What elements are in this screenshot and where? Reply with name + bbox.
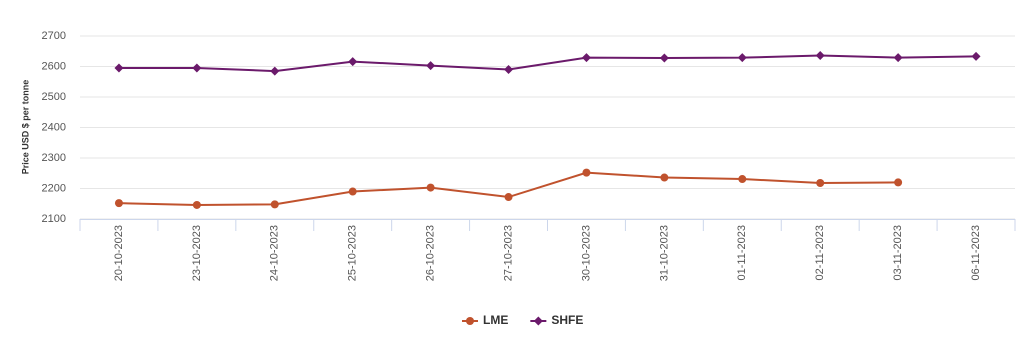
series-line: [118, 54, 977, 73]
data-point: [114, 63, 124, 73]
legend-marker: [466, 317, 474, 325]
data-point: [270, 200, 279, 209]
data-point: [738, 175, 747, 184]
data-point: [192, 200, 201, 209]
data-point: [581, 53, 591, 63]
data-point: [348, 57, 358, 67]
data-point: [582, 168, 591, 177]
x-tick-label: 20-10-2023: [113, 225, 125, 281]
y-tick-label: 2500: [42, 91, 66, 103]
x-tick-label: 03-11-2023: [892, 225, 904, 280]
x-tick-label: 30-10-2023: [580, 225, 592, 281]
data-point: [660, 173, 669, 182]
data-point: [815, 51, 825, 61]
y-tick-label: 2300: [42, 152, 66, 164]
x-tick-label: 23-10-2023: [191, 225, 203, 281]
x-tick-label: 31-10-2023: [658, 225, 670, 281]
data-point: [659, 53, 669, 63]
y-tick-label: 2600: [42, 60, 66, 72]
data-point: [348, 187, 357, 196]
x-tick-label: 24-10-2023: [269, 225, 281, 281]
data-point: [816, 179, 825, 188]
data-point: [426, 183, 435, 192]
x-tick-label: 27-10-2023: [502, 225, 514, 281]
data-point: [504, 193, 513, 202]
x-tick-label: 02-11-2023: [814, 225, 826, 280]
legend-label: LME: [483, 313, 508, 327]
x-tick-label: 26-10-2023: [425, 225, 437, 281]
data-point: [893, 53, 903, 63]
legend-label: SHFE: [551, 313, 583, 327]
data-point: [894, 178, 903, 187]
legend-marker: [533, 316, 543, 326]
data-point: [270, 66, 280, 76]
y-tick-label: 2700: [42, 30, 66, 42]
x-tick-label: 01-11-2023: [736, 225, 748, 280]
x-tick-label: 25-10-2023: [347, 225, 359, 281]
data-point: [504, 65, 514, 75]
y-tick-label: 2400: [42, 121, 66, 133]
y-tick-label: 2100: [42, 213, 66, 225]
y-axis-label: Price USD $ per tonne: [20, 80, 30, 175]
y-tick-label: 2200: [42, 182, 66, 194]
x-tick-label: 06-11-2023: [970, 225, 982, 280]
data-point: [426, 61, 436, 71]
data-point: [192, 63, 202, 73]
data-point: [114, 199, 123, 208]
data-point: [737, 53, 747, 63]
data-point: [971, 51, 981, 61]
